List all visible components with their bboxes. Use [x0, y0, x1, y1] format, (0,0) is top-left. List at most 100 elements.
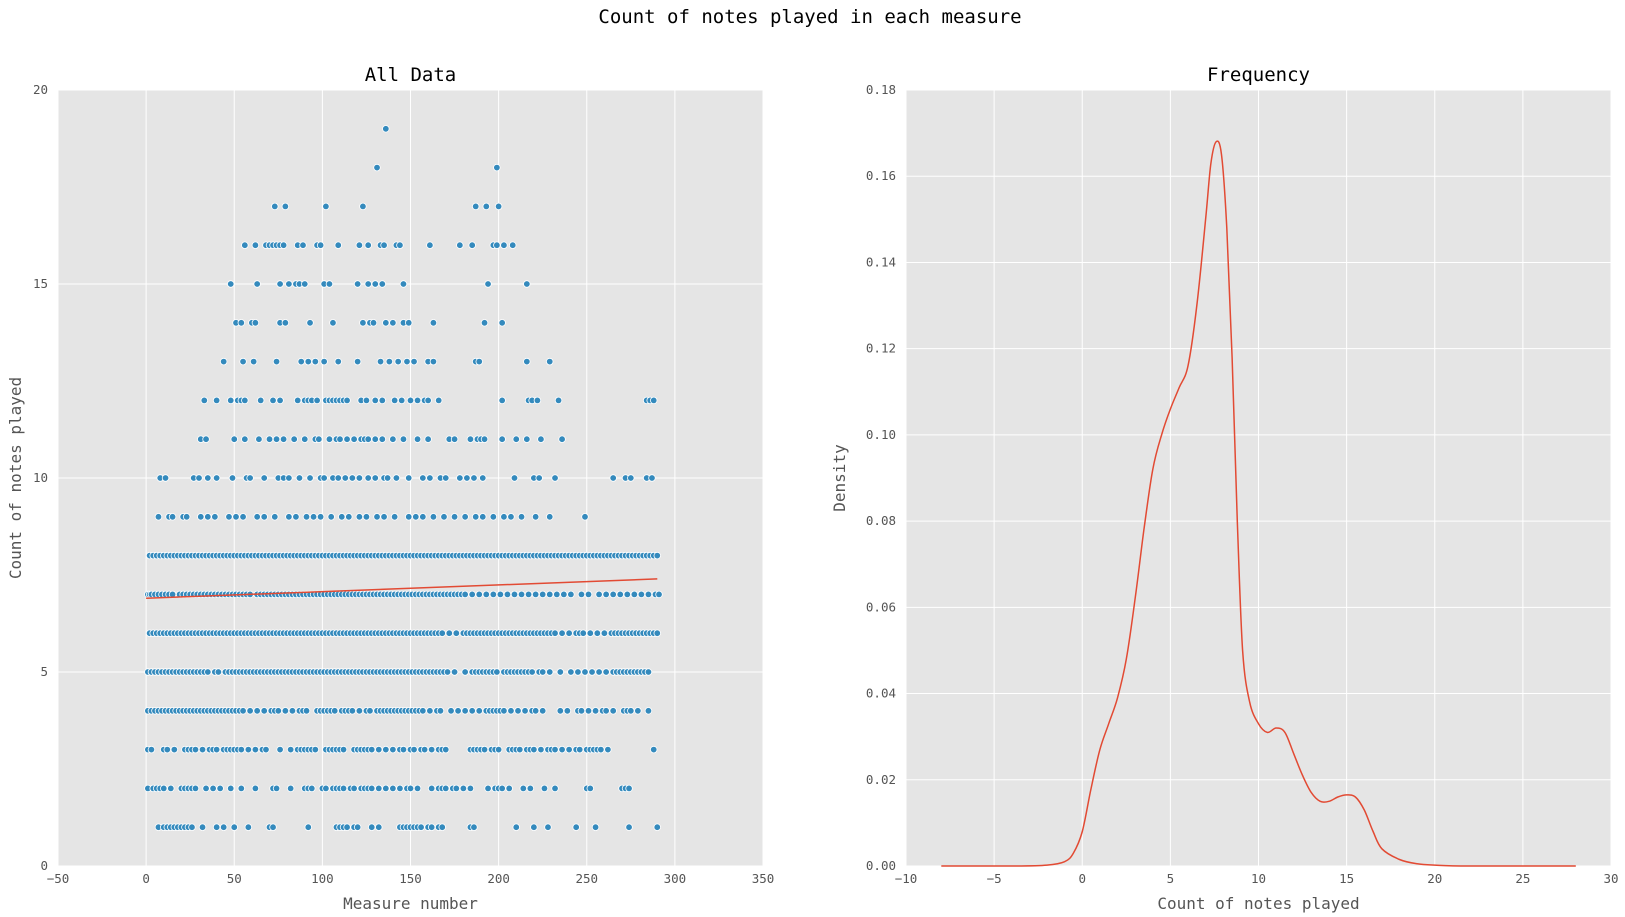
scatter-point — [489, 590, 498, 599]
scatter-point — [517, 590, 526, 599]
scatter-point — [313, 396, 321, 405]
scatter-point — [494, 202, 503, 211]
scatter-point — [322, 784, 330, 793]
scatter-point — [406, 784, 415, 793]
scatter-point — [551, 784, 559, 793]
scatter-point — [368, 823, 376, 831]
scatter-point — [456, 241, 464, 249]
scatter-point — [325, 280, 334, 288]
scatter-point — [602, 707, 610, 715]
scatter-point — [420, 745, 429, 754]
scatter-point — [309, 513, 318, 521]
x-tick-label: −5 — [987, 871, 1002, 886]
scatter-point — [232, 513, 240, 521]
x-tick-label: 20 — [1427, 871, 1442, 886]
scatter-point — [417, 823, 425, 831]
scatter-point — [470, 474, 478, 482]
scatter-point — [227, 396, 235, 405]
y-tick-label: 0.02 — [866, 772, 896, 787]
scatter-point — [276, 745, 284, 754]
scatter-point — [450, 668, 459, 676]
scatter-point — [219, 823, 228, 831]
scatter-point — [498, 784, 506, 793]
scatter-point — [500, 241, 508, 249]
scatter-point — [623, 590, 631, 599]
x-tick-label: 350 — [752, 871, 775, 886]
scatter-point — [260, 513, 268, 521]
scatter-point — [627, 474, 635, 482]
scatter-point — [436, 707, 445, 715]
scatter-point — [530, 823, 538, 831]
scatter-point — [424, 435, 432, 443]
scatter-point — [461, 513, 469, 521]
scatter-point — [602, 590, 610, 599]
scatter-point — [362, 513, 371, 521]
scatter-point — [392, 474, 401, 482]
scatter-point — [427, 784, 436, 793]
scatter-point — [475, 357, 483, 366]
scatter-point — [343, 435, 351, 443]
scatter-point — [581, 513, 589, 521]
scatter-point — [443, 668, 452, 676]
x-tick-label: 30 — [1603, 871, 1618, 886]
scatter-point — [494, 745, 503, 754]
scatter-point — [339, 784, 348, 793]
y-tick-label: 10 — [33, 470, 48, 485]
scatter-point — [546, 590, 554, 599]
scatter-point — [609, 590, 617, 599]
scatter-point — [523, 357, 531, 366]
scatter-point — [440, 513, 448, 521]
scatter-point — [567, 668, 575, 676]
scatter-point — [364, 241, 372, 249]
scatter-point — [336, 435, 344, 443]
scatter-point — [480, 319, 489, 327]
scatter-point — [269, 396, 277, 405]
scatter-point — [265, 435, 274, 443]
scatter-point — [466, 435, 475, 443]
scatter-point — [285, 474, 293, 482]
scatter-point — [556, 668, 565, 676]
scatter-point — [593, 629, 602, 637]
scatter-point — [212, 396, 221, 405]
scatter-point — [551, 629, 559, 637]
scatter-point — [650, 745, 658, 754]
scatter-point — [480, 435, 489, 443]
scatter-point — [371, 435, 379, 443]
scatter-point — [528, 668, 536, 676]
scatter-point — [294, 396, 302, 405]
scatter-point — [198, 823, 207, 831]
scatter-point — [442, 474, 450, 482]
scatter-point — [301, 280, 309, 288]
scatter-point — [406, 396, 415, 405]
scatter-point — [371, 280, 379, 288]
scatter-point — [390, 396, 399, 405]
scatter-point — [579, 629, 587, 637]
scatter-point — [251, 745, 260, 754]
scatter-point — [272, 435, 281, 443]
scatter-point — [452, 629, 461, 637]
scatter-point — [419, 474, 427, 482]
scatter-point — [519, 784, 527, 793]
scatter-point — [426, 707, 434, 715]
scatter-point — [399, 745, 408, 754]
scatter-point — [538, 707, 547, 715]
scatter-point — [378, 396, 386, 405]
scatter-point — [285, 280, 293, 288]
scatter-point — [239, 707, 247, 715]
scatter-point — [461, 707, 469, 715]
scatter-point — [551, 745, 559, 754]
scatter-point — [202, 784, 210, 793]
scatter-point — [505, 784, 513, 793]
x-tick-label: 200 — [487, 871, 510, 886]
y-tick-label: 0.12 — [866, 341, 896, 356]
scatter-point — [653, 823, 661, 831]
scatter-point — [454, 707, 462, 715]
scatter-point — [378, 280, 386, 288]
scatter-point — [489, 513, 498, 521]
scatter-point — [160, 784, 168, 793]
scatter-point — [445, 629, 453, 637]
scatter-point — [253, 280, 261, 288]
scatter-point — [237, 784, 245, 793]
scatter-point — [182, 513, 191, 521]
